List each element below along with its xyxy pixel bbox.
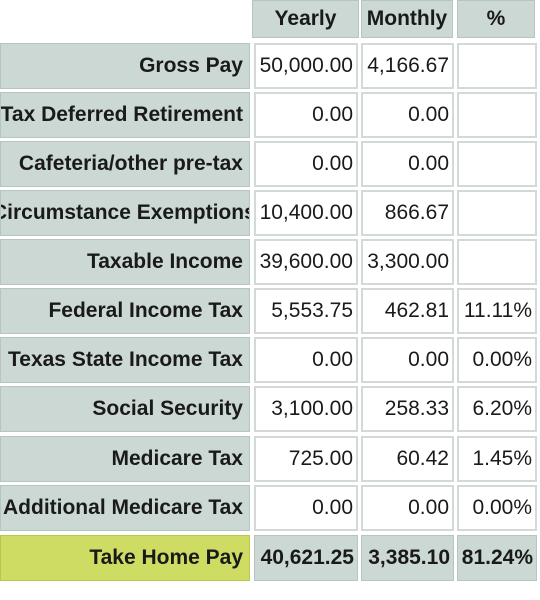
row-label-additional-medicare-tax: Additional Medicare Tax bbox=[0, 485, 250, 531]
additional-medicare-tax-monthly: 0.00 bbox=[361, 485, 454, 531]
additional-medicare-tax-yearly: 0.00 bbox=[254, 485, 358, 531]
gross-pay-percent bbox=[457, 43, 537, 89]
take-home-pay-monthly: 3,385.10 bbox=[361, 535, 454, 581]
cafeteria-pre-tax-percent bbox=[457, 141, 537, 187]
social-security-yearly: 3,100.00 bbox=[254, 386, 358, 432]
medicare-tax-monthly: 60.42 bbox=[361, 436, 454, 482]
row-label-tax-deferred-retirement: Tax Deferred Retirement bbox=[0, 92, 250, 138]
row-label-texas-state-income-tax: Texas State Income Tax bbox=[0, 337, 250, 383]
row-label-circumstance-exemptions: Circumstance Exemptions bbox=[0, 190, 250, 236]
federal-income-tax-percent: 11.11% bbox=[457, 288, 537, 334]
circumstance-exemptions-label-text: Circumstance Exemptions bbox=[0, 201, 250, 224]
social-security-percent: 6.20% bbox=[457, 386, 537, 432]
tax-deferred-retirement-monthly: 0.00 bbox=[361, 92, 454, 138]
social-security-monthly: 258.33 bbox=[361, 386, 454, 432]
federal-income-tax-yearly: 5,553.75 bbox=[254, 288, 358, 334]
gross-pay-yearly: 50,000.00 bbox=[254, 43, 358, 89]
taxable-income-yearly: 39,600.00 bbox=[254, 239, 358, 285]
cafeteria-pre-tax-yearly: 0.00 bbox=[254, 141, 358, 187]
tax-deferred-retirement-yearly: 0.00 bbox=[254, 92, 358, 138]
texas-state-income-tax-monthly: 0.00 bbox=[361, 337, 454, 383]
row-label-taxable-income: Taxable Income bbox=[0, 239, 250, 285]
take-home-pay-yearly: 40,621.25 bbox=[254, 535, 358, 581]
cafeteria-pre-tax-monthly: 0.00 bbox=[361, 141, 454, 187]
row-label-cafeteria-pre-tax: Cafeteria/other pre-tax bbox=[0, 141, 250, 187]
gross-pay-monthly: 4,166.67 bbox=[361, 43, 454, 89]
column-header-percent: % bbox=[457, 0, 535, 38]
medicare-tax-yearly: 725.00 bbox=[254, 436, 358, 482]
texas-state-income-tax-yearly: 0.00 bbox=[254, 337, 358, 383]
additional-medicare-tax-percent: 0.00% bbox=[457, 485, 537, 531]
circumstance-exemptions-yearly: 10,400.00 bbox=[254, 190, 358, 236]
federal-income-tax-monthly: 462.81 bbox=[361, 288, 454, 334]
taxable-income-percent bbox=[457, 239, 537, 285]
circumstance-exemptions-percent bbox=[457, 190, 537, 236]
row-label-federal-income-tax: Federal Income Tax bbox=[0, 288, 250, 334]
texas-state-income-tax-percent: 0.00% bbox=[457, 337, 537, 383]
column-header-yearly: Yearly bbox=[252, 0, 359, 38]
take-home-pay-percent: 81.24% bbox=[457, 535, 537, 581]
circumstance-exemptions-monthly: 866.67 bbox=[361, 190, 454, 236]
row-label-gross-pay: Gross Pay bbox=[0, 43, 250, 89]
row-label-take-home-pay: Take Home Pay bbox=[0, 535, 250, 581]
taxable-income-monthly: 3,300.00 bbox=[361, 239, 454, 285]
column-header-monthly: Monthly bbox=[361, 0, 453, 38]
medicare-tax-percent: 1.45% bbox=[457, 436, 537, 482]
tax-deferred-retirement-percent bbox=[457, 92, 537, 138]
row-label-medicare-tax: Medicare Tax bbox=[0, 436, 250, 482]
row-label-social-security: Social Security bbox=[0, 386, 250, 432]
